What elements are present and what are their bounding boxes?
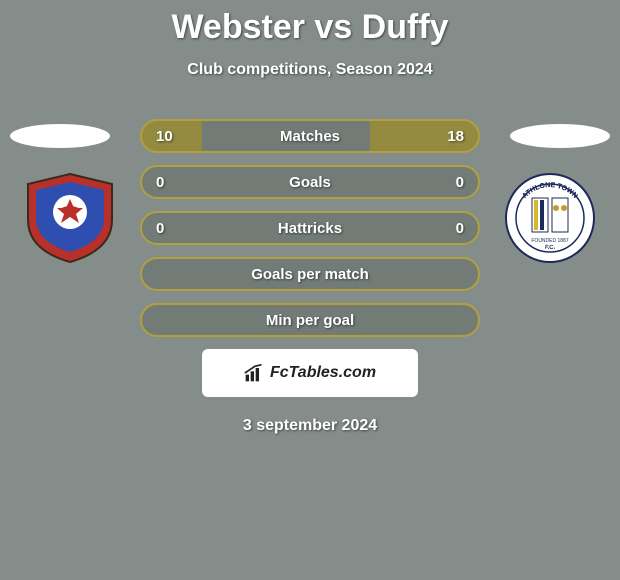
stat-row: 10 Matches 18: [140, 119, 480, 153]
country-flag-right: [510, 124, 610, 148]
stat-value-left: 10: [156, 128, 173, 145]
country-flag-left: [10, 124, 110, 148]
stat-row: Goals per match: [140, 257, 480, 291]
stat-value-left: 0: [156, 220, 164, 237]
stat-value-right: 0: [456, 220, 464, 237]
badge-circle-icon: ATHLONE TOWN ATHLONE TOWN F.C. FOUNDED 1…: [500, 172, 600, 264]
stat-label: Hattricks: [278, 220, 342, 237]
date-label: 3 september 2024: [0, 417, 620, 435]
stat-label: Goals per match: [251, 266, 369, 283]
stat-value-right: 0: [456, 174, 464, 191]
stat-label: Matches: [280, 128, 340, 145]
stat-label: Goals: [289, 174, 331, 191]
stat-label: Min per goal: [266, 312, 354, 329]
svg-text:F.C.: F.C.: [544, 245, 555, 252]
stat-value-left: 0: [156, 174, 164, 191]
stat-row: Min per goal: [140, 303, 480, 337]
stat-row: 0 Goals 0: [140, 165, 480, 199]
stat-row: 0 Hattricks 0: [140, 211, 480, 245]
stat-value-right: 18: [447, 128, 464, 145]
bar-chart-icon: [244, 363, 264, 383]
attribution-box: FcTables.com: [202, 349, 418, 397]
attribution-label: FcTables.com: [270, 364, 376, 382]
club-badge-right: ATHLONE TOWN ATHLONE TOWN F.C. FOUNDED 1…: [500, 172, 600, 264]
shield-icon: [20, 172, 120, 264]
comparison-card: Webster vs Duffy Club competitions, Seas…: [0, 0, 620, 435]
page-subtitle: Club competitions, Season 2024: [0, 61, 620, 79]
svg-text:FOUNDED 1887: FOUNDED 1887: [531, 238, 568, 244]
club-badge-left: [20, 172, 120, 264]
page-title: Webster vs Duffy: [0, 8, 620, 47]
